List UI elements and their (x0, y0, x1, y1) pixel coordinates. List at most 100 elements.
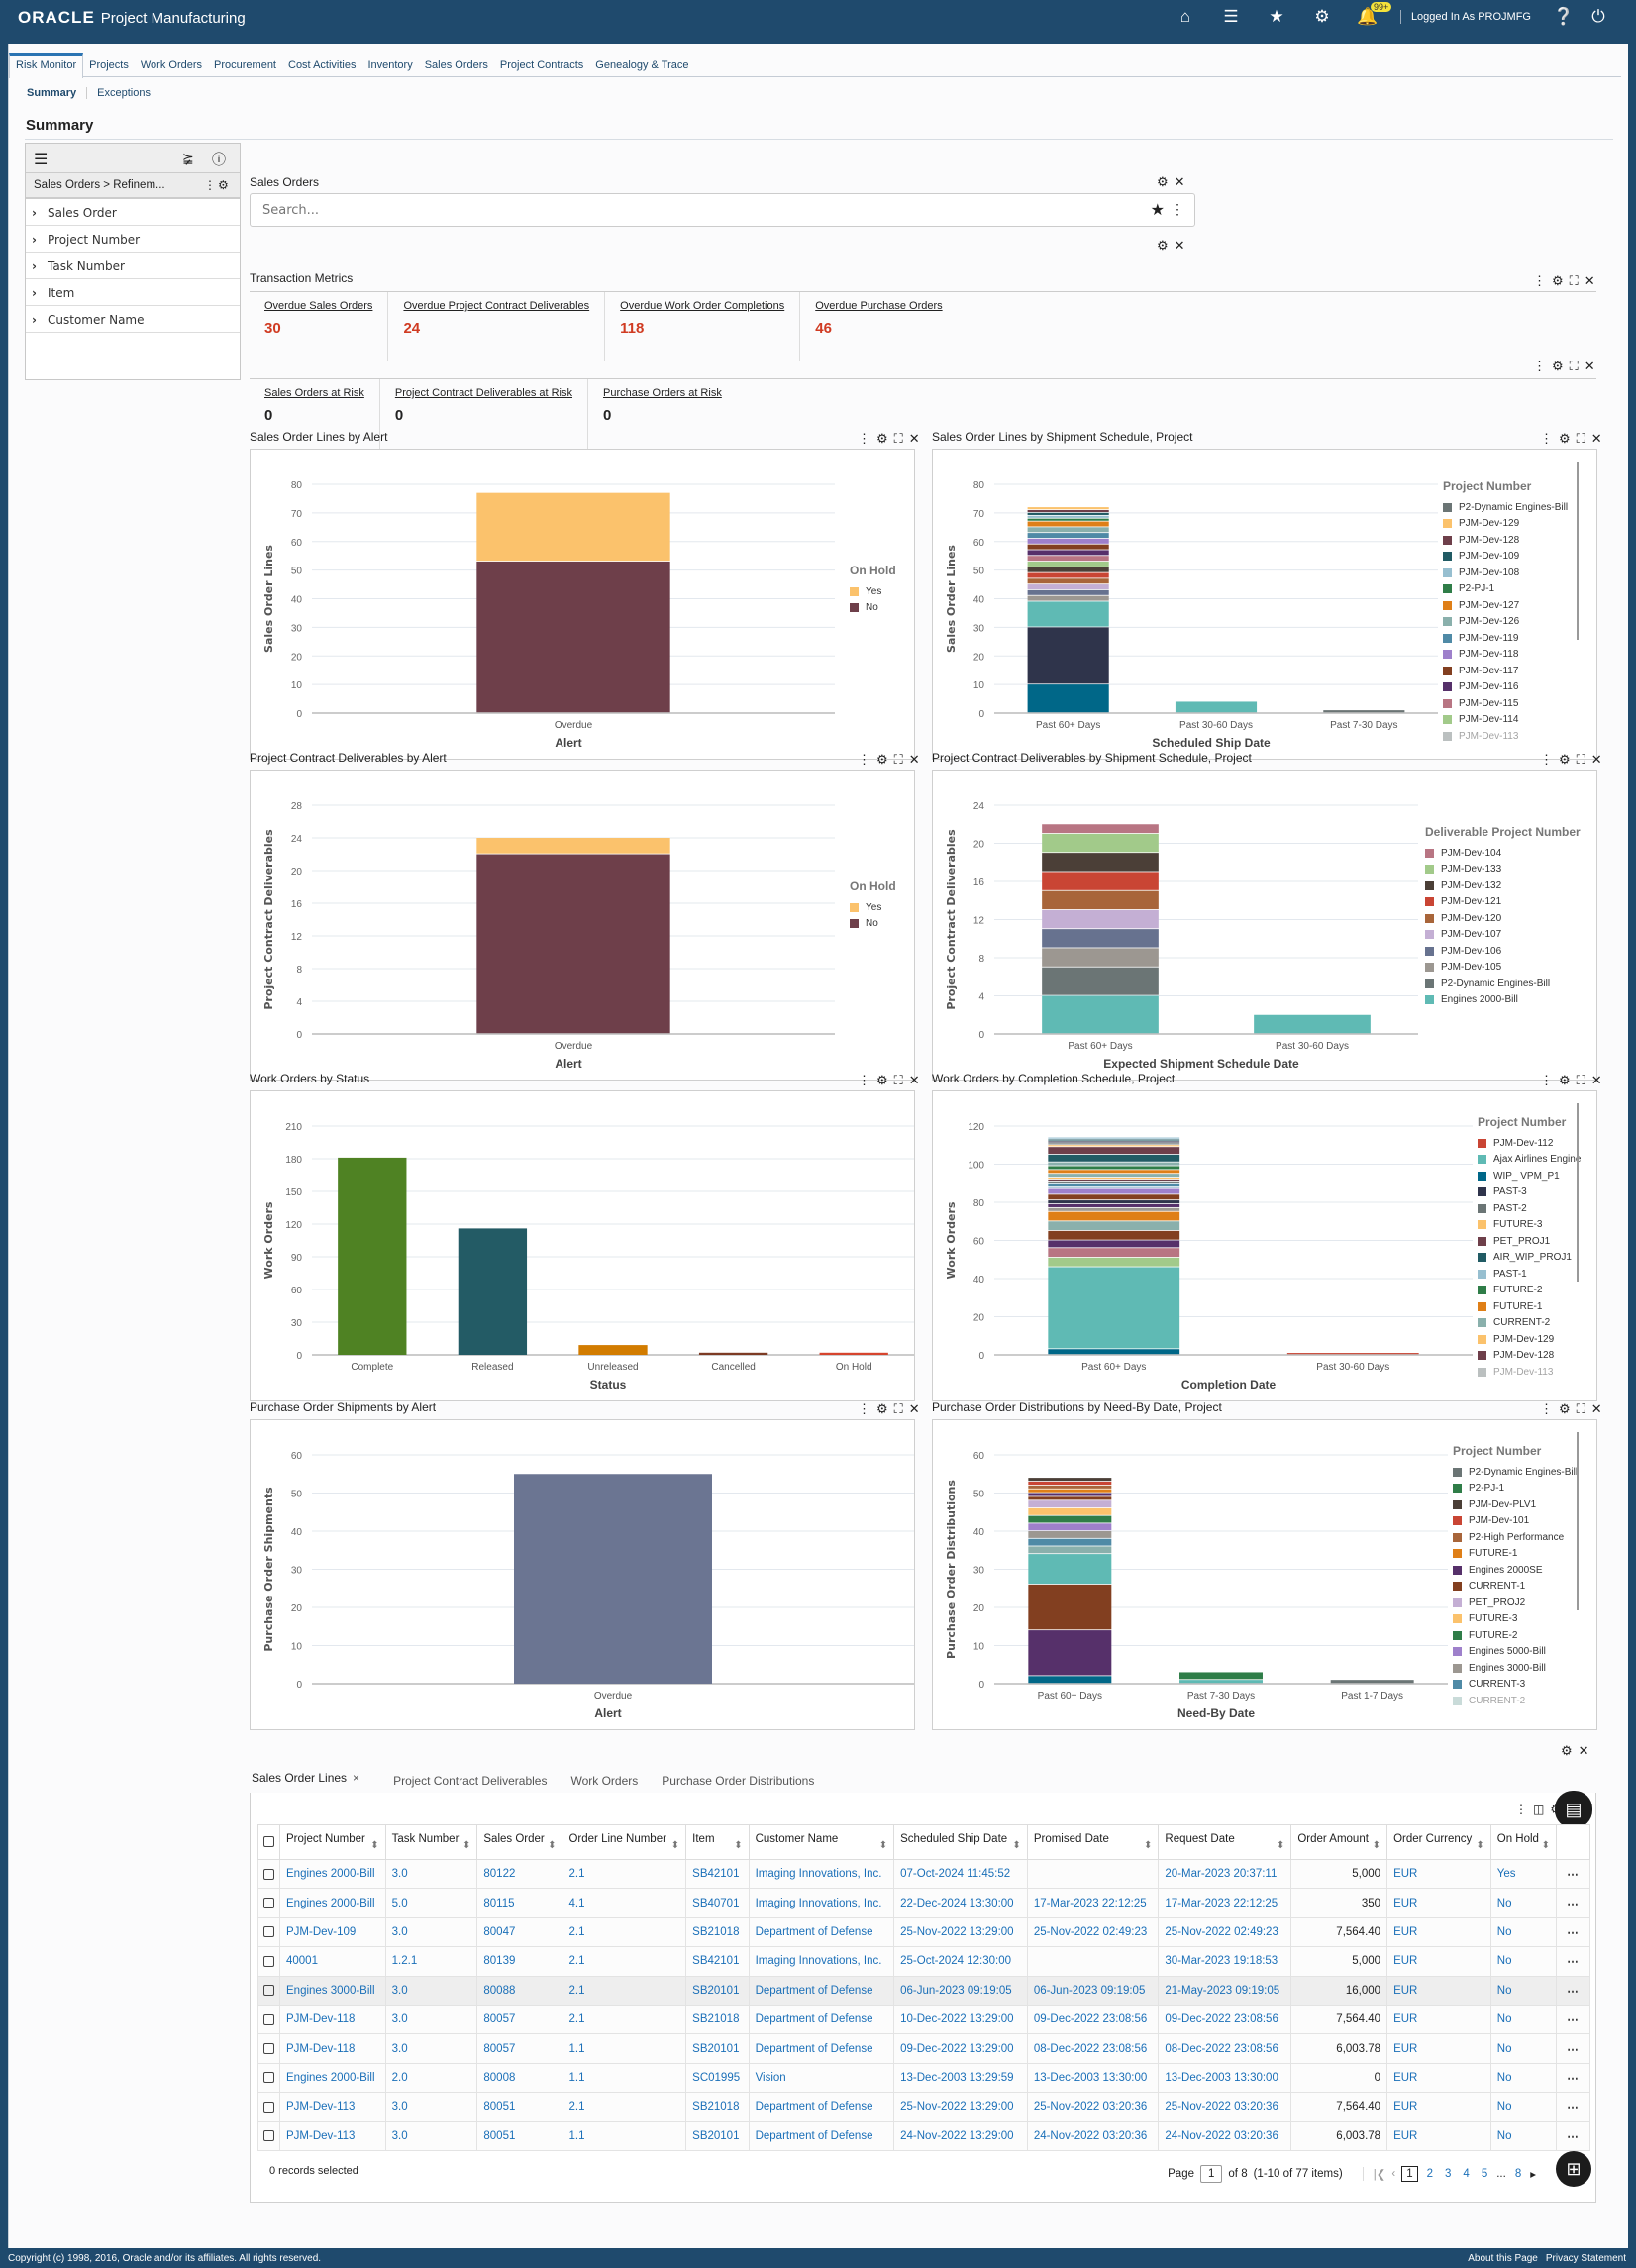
cell-order-line-number[interactable]: 2.1 (562, 2092, 687, 2122)
cell-on-hold[interactable]: No (1489, 2120, 1558, 2151)
row-actions-icon[interactable]: ⋯ (1556, 1888, 1590, 1918)
metric-label[interactable]: Project Contract Deliverables at Risk (394, 387, 572, 399)
legend-item[interactable]: FUTURE-3 (1478, 1217, 1581, 1234)
maximize-icon[interactable]: ⛶ (1576, 752, 1585, 767)
row-actions-icon[interactable]: ⋯ (1556, 2120, 1590, 2151)
bar-segment[interactable] (1027, 595, 1109, 601)
table-row[interactable]: PJM-Dev-109 3.0 80047 2.1 SB21018 Department … (257, 1916, 1590, 1948)
bar-segment[interactable] (1048, 1267, 1180, 1349)
column-header[interactable]: ⬍ Project Number (279, 1824, 386, 1860)
legend-item[interactable]: No (850, 916, 896, 933)
table-row[interactable]: Engines 3000-Bill 3.0 80088 2.1 SB20101 Depar… (257, 1975, 1590, 2006)
bar-segment[interactable] (1028, 1515, 1112, 1523)
metric-label[interactable]: Purchase Orders at Risk (603, 387, 722, 399)
row-actions-icon[interactable]: ⋯ (1556, 2004, 1590, 2035)
legend-item[interactable]: PJM-Dev-128 (1478, 1348, 1581, 1365)
settings-icon[interactable]: ⚙ (1314, 7, 1330, 26)
legend-item[interactable]: PJM-Dev-116 (1443, 679, 1568, 696)
bar-segment[interactable] (1042, 890, 1159, 910)
cell-customer-name[interactable]: Department of Defense (748, 1975, 895, 2006)
cell-order-currency[interactable]: EUR (1386, 2004, 1491, 2035)
maximize-icon[interactable]: ⛶ (893, 1401, 903, 1416)
cell-on-hold[interactable]: No (1489, 2004, 1558, 2035)
bar-segment[interactable] (1027, 567, 1109, 572)
kebab-icon[interactable]: ⋮ (858, 1073, 870, 1087)
close-icon[interactable]: ✕ (908, 752, 920, 767)
legend-item[interactable]: P2-Dynamic Engines-Bill (1453, 1464, 1578, 1481)
maximize-icon[interactable]: ⛶ (893, 752, 903, 767)
cell-task-number[interactable]: 3.0 (384, 1975, 478, 2006)
column-header[interactable]: ⬍ Promised Date (1026, 1824, 1160, 1860)
bar-segment[interactable] (1028, 1676, 1112, 1684)
bar-segment[interactable] (1048, 1174, 1180, 1178)
bar-segment[interactable] (1048, 1179, 1180, 1182)
legend-item[interactable]: PJM-Dev-109 (1443, 549, 1568, 566)
kebab-icon[interactable]: ⋮ (858, 431, 870, 446)
cell-scheduled-ship-date[interactable]: 06-Jun-2023 09:19:05 (893, 1975, 1028, 2006)
page-input[interactable]: 1 (1200, 2165, 1223, 2183)
bar-segment[interactable] (1028, 1500, 1112, 1508)
legend-item[interactable]: P2-PJ-1 (1453, 1481, 1578, 1497)
page-link[interactable]: 2 (1426, 2168, 1433, 2180)
gear-icon[interactable]: ⚙ (1559, 1401, 1571, 1416)
legend-item[interactable]: PJM-Dev-133 (1425, 862, 1581, 878)
cell-order-currency[interactable]: EUR (1386, 1858, 1491, 1890)
table-row[interactable]: PJM-Dev-118 3.0 80057 1.1 SB20101 Department … (257, 2033, 1590, 2064)
refinement-sales-order[interactable]: › Sales Order (26, 199, 240, 226)
legend-item[interactable]: Engines 3000-Bill (1453, 1660, 1578, 1677)
cell-sales-order[interactable]: 80088 (476, 1975, 563, 2006)
cell-item[interactable]: SB40701 (685, 1888, 750, 1918)
bar-segment[interactable] (1027, 550, 1109, 556)
bar-segment[interactable] (1027, 521, 1109, 527)
legend-item[interactable]: PJM-Dev-129 (1478, 1331, 1581, 1348)
cell-scheduled-ship-date[interactable]: 10-Dec-2022 13:29:00 (893, 2004, 1028, 2035)
legend-item[interactable]: P2-Dynamic Engines-Bill (1443, 499, 1568, 516)
help-icon[interactable]: ❔ (1553, 7, 1575, 26)
close-icon[interactable]: ✕ (908, 1073, 920, 1087)
cell-scheduled-ship-date[interactable]: 25-Oct-2024 12:30:00 (893, 1946, 1028, 1977)
tab-inventory[interactable]: Inventory (367, 59, 413, 71)
bar-segment[interactable] (1042, 833, 1159, 853)
cell-request-date[interactable]: 13-Dec-2003 13:30:00 (1158, 2062, 1292, 2094)
bar-segment[interactable] (1048, 1147, 1180, 1155)
cell-on-hold[interactable]: No (1489, 1888, 1558, 1918)
legend-item[interactable]: Yes (850, 899, 896, 916)
bar-segment[interactable] (1042, 948, 1159, 967)
bar-segment[interactable] (1028, 1630, 1112, 1676)
kebab-icon[interactable]: ⋮ (858, 1401, 870, 1416)
navigator-icon[interactable]: ☰ (1223, 7, 1239, 26)
bar-segment[interactable] (1048, 1145, 1180, 1147)
bar-segment[interactable] (1048, 1166, 1180, 1170)
tab-sales-orders[interactable]: Sales Orders (424, 59, 488, 71)
bar-segment[interactable] (1042, 824, 1159, 834)
close-icon[interactable]: ✕ (908, 431, 920, 446)
table-row[interactable]: PJM-Dev-113 3.0 80051 2.1 SB21018 Department … (257, 2092, 1590, 2122)
tab-project-contracts[interactable]: Project Contracts (499, 59, 584, 71)
legend-item[interactable]: PJM-Dev-121 (1425, 894, 1581, 911)
legend-item[interactable]: PAST-1 (1478, 1266, 1581, 1283)
cell-sales-order[interactable]: 80051 (476, 2120, 563, 2151)
cell-order-line-number[interactable]: 2.1 (562, 1858, 687, 1890)
maximize-icon[interactable]: ⛶ (1576, 1073, 1585, 1087)
cell-order-line-number[interactable]: 1.1 (562, 2062, 687, 2094)
gear-icon[interactable]: ⚙ (1559, 752, 1571, 767)
kebab-icon[interactable]: ⋮ (858, 752, 870, 767)
favorite-star-icon[interactable]: ★ (1150, 202, 1165, 219)
bar-segment[interactable] (1330, 1680, 1414, 1684)
cell-order-currency[interactable]: EUR (1386, 1975, 1491, 2006)
bar-segment[interactable] (1048, 1188, 1180, 1194)
legend-item[interactable]: Ajax Airlines Engine (1478, 1152, 1581, 1169)
maximize-icon[interactable]: ⛶ (1569, 273, 1579, 288)
legend-item[interactable]: PJM-Dev-129 (1443, 516, 1568, 533)
row-checkbox[interactable] (263, 2072, 274, 2084)
bar-segment[interactable] (1048, 1143, 1180, 1145)
bar[interactable] (514, 1474, 712, 1684)
bar-segment[interactable] (1048, 1141, 1180, 1143)
metric-purchase-orders-at-risk[interactable]: Purchase Orders at Risk 0 (588, 379, 737, 449)
column-header[interactable]: ⬍ Item (685, 1824, 750, 1860)
cell-order-currency[interactable]: EUR (1386, 2033, 1491, 2064)
page-link[interactable]: 5 (1481, 2168, 1488, 2180)
cell-order-line-number[interactable]: 2.1 (562, 2004, 687, 2035)
cell-item[interactable]: SB21018 (685, 1916, 750, 1948)
legend-item[interactable]: PJM-Dev-132 (1425, 877, 1581, 894)
